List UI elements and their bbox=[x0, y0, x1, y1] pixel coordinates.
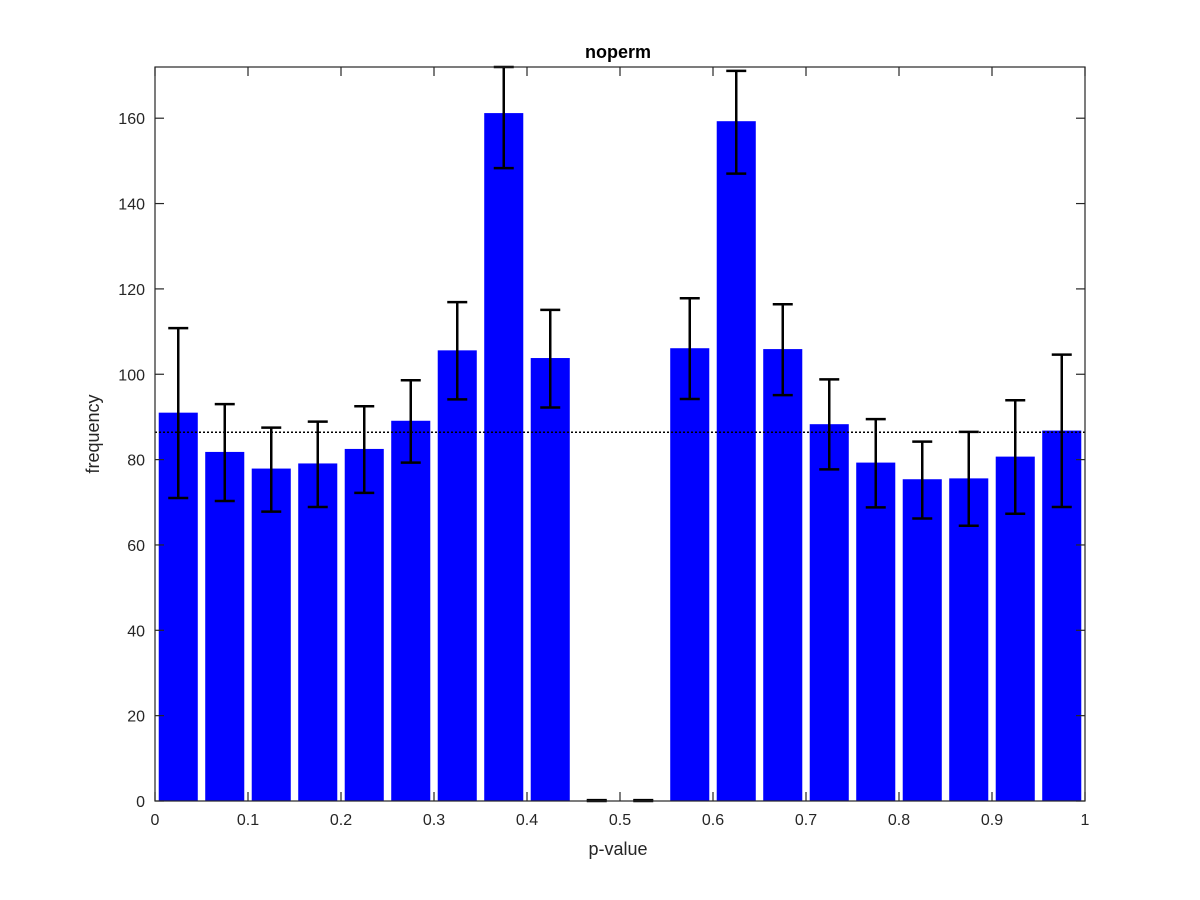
error-bar-5 bbox=[400, 378, 421, 464]
error-bar-12 bbox=[726, 69, 747, 175]
y-tick-label-2: 40 bbox=[127, 623, 145, 640]
error-bar-18 bbox=[1005, 399, 1026, 516]
y-tick-label-5: 100 bbox=[118, 367, 145, 384]
bars-layer bbox=[158, 113, 1082, 802]
bar-7 bbox=[484, 113, 524, 801]
x-tick-label-5: 0.5 bbox=[609, 812, 631, 829]
error-bar-13 bbox=[772, 303, 793, 397]
bar-8 bbox=[530, 358, 570, 801]
bar-5 bbox=[391, 420, 431, 801]
bar-3 bbox=[298, 463, 338, 801]
error-bar-14 bbox=[819, 378, 840, 471]
ticks-layer bbox=[154, 67, 1086, 802]
y-tick-label-4: 80 bbox=[127, 453, 145, 470]
x-tick-label-1: 0.1 bbox=[237, 812, 259, 829]
error-bar-6 bbox=[447, 300, 468, 401]
bar-4 bbox=[344, 448, 384, 801]
y-tick-label-6: 120 bbox=[118, 282, 145, 299]
x-tick-label-0: 0 bbox=[151, 812, 160, 829]
x-tick-label-10: 1 bbox=[1081, 812, 1090, 829]
bar-16 bbox=[902, 479, 942, 801]
plot-frame bbox=[154, 66, 1086, 802]
error-bar-3 bbox=[307, 420, 328, 509]
chart-title: noperm bbox=[585, 42, 651, 62]
bar-14 bbox=[809, 424, 849, 801]
x-tick-label-2: 0.2 bbox=[330, 812, 352, 829]
y-axis-label: frequency bbox=[83, 394, 103, 473]
error-bar-16 bbox=[912, 440, 933, 520]
error-bars-layer bbox=[168, 65, 1072, 803]
y-tick-label-7: 140 bbox=[118, 197, 145, 214]
x-tick-label-4: 0.4 bbox=[516, 812, 538, 829]
y-tick-label-3: 60 bbox=[127, 538, 145, 555]
tick-labels-layer: 0 0.1 0.2 0.3 0.4 0.5 0.6 0.7 0.8 0.9 1 0 20 40 60 80 10… bbox=[118, 111, 1089, 829]
error-bar-15 bbox=[865, 417, 886, 509]
bar-2 bbox=[251, 468, 291, 801]
x-tick-label-8: 0.8 bbox=[888, 812, 910, 829]
x-tick-label-3: 0.3 bbox=[423, 812, 445, 829]
bar-13 bbox=[763, 349, 803, 801]
y-tick-label-8: 160 bbox=[118, 111, 145, 128]
y-tick-label-1: 20 bbox=[127, 709, 145, 726]
error-bar-4 bbox=[354, 405, 375, 495]
bar-15 bbox=[856, 462, 896, 801]
x-tick-label-6: 0.6 bbox=[702, 812, 724, 829]
error-bar-8 bbox=[540, 308, 561, 409]
bar-1 bbox=[205, 451, 245, 801]
error-bar-11 bbox=[679, 297, 700, 401]
error-bar-19 bbox=[1051, 353, 1072, 509]
x-tick-label-7: 0.7 bbox=[795, 812, 817, 829]
bar-12 bbox=[716, 121, 756, 801]
error-bar-2 bbox=[261, 426, 282, 513]
bar-17 bbox=[949, 478, 989, 801]
bar-11 bbox=[670, 348, 710, 801]
error-bar-0 bbox=[168, 326, 189, 500]
x-tick-label-9: 0.9 bbox=[981, 812, 1003, 829]
x-axis-label: p-value bbox=[588, 839, 647, 859]
y-tick-label-0: 0 bbox=[136, 794, 145, 811]
bar-6 bbox=[437, 350, 477, 801]
error-bar-1 bbox=[214, 402, 235, 503]
